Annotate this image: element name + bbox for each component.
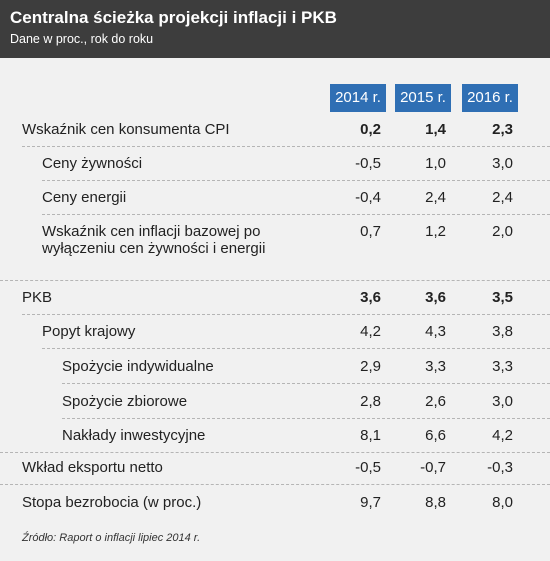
- cell-value: -0,7: [420, 459, 446, 476]
- cell-value: 3,0: [492, 393, 513, 410]
- column-header: 2014 r.: [330, 84, 386, 112]
- cell-value: 3,6: [360, 289, 381, 306]
- row-label: Wskaźnik cen inflacji bazowej po wyłącze…: [42, 223, 266, 257]
- cell-value: 1,2: [425, 223, 446, 240]
- cell-value: 2,9: [360, 358, 381, 375]
- row-label: Spożycie zbiorowe: [62, 393, 188, 410]
- cell-value: 6,6: [425, 427, 446, 444]
- row-label: Ceny energii: [42, 189, 127, 206]
- cell-value: 0,7: [360, 223, 381, 240]
- cell-value: 4,2: [360, 323, 381, 340]
- row-separator: [0, 452, 550, 453]
- cell-value: 9,7: [360, 494, 381, 511]
- cell-value: 3,0: [492, 155, 513, 172]
- cell-value: 8,1: [360, 427, 381, 444]
- cell-value: 2,8: [360, 393, 381, 410]
- cell-value: 0,2: [360, 121, 381, 138]
- cell-value: 3,6: [425, 289, 446, 306]
- cell-value: 3,8: [492, 323, 513, 340]
- row-label: Wskaźnik cen konsumenta CPI: [22, 121, 230, 138]
- row-label: Stopa bezrobocia (w proc.): [22, 494, 202, 511]
- cell-value: 2,0: [492, 223, 513, 240]
- source: Źródło: Raport o inflacji lipiec 2014 r.: [22, 532, 201, 544]
- cell-value: 3,3: [425, 358, 446, 375]
- cell-value: 4,2: [492, 427, 513, 444]
- row-separator: [22, 146, 550, 147]
- row-separator: [22, 314, 550, 315]
- cell-value: 2,4: [425, 189, 446, 206]
- cell-value: 1,0: [425, 155, 446, 172]
- row-label: Ceny żywności: [42, 155, 143, 172]
- cell-value: -0,4: [355, 189, 381, 206]
- cell-value: 2,4: [492, 189, 513, 206]
- cell-value: 3,5: [492, 289, 513, 306]
- header: Centralna ścieżka projekcji inflacji i P…: [0, 0, 550, 58]
- row-separator: [0, 484, 550, 485]
- row-separator: [42, 180, 550, 181]
- row-separator: [42, 348, 550, 349]
- row-label: Spożycie indywidualne: [62, 358, 214, 375]
- row-label: Nakłady inwestycyjne: [62, 427, 206, 444]
- cell-value: 1,4: [425, 121, 446, 138]
- row-separator: [62, 418, 550, 419]
- cell-value: -0,5: [355, 459, 381, 476]
- column-header: 2016 r.: [462, 84, 518, 112]
- row-label: Wkład eksportu netto: [22, 459, 163, 476]
- cell-value: -0,5: [355, 155, 381, 172]
- cell-value: 8,0: [492, 494, 513, 511]
- row-label: Popyt krajowy: [42, 323, 136, 340]
- subtitle: Dane w proc., rok do roku: [10, 32, 154, 46]
- title: Centralna ścieżka projekcji inflacji i P…: [10, 8, 337, 27]
- cell-value: 4,3: [425, 323, 446, 340]
- column-header: 2015 r.: [395, 84, 451, 112]
- cell-value: -0,3: [487, 459, 513, 476]
- row-separator: [42, 214, 550, 215]
- cell-value: 3,3: [492, 358, 513, 375]
- row-label: PKB: [22, 289, 53, 306]
- cell-value: 2,6: [425, 393, 446, 410]
- row-separator: [0, 280, 550, 281]
- cell-value: 2,3: [492, 121, 513, 138]
- cell-value: 8,8: [425, 494, 446, 511]
- row-separator: [62, 383, 550, 384]
